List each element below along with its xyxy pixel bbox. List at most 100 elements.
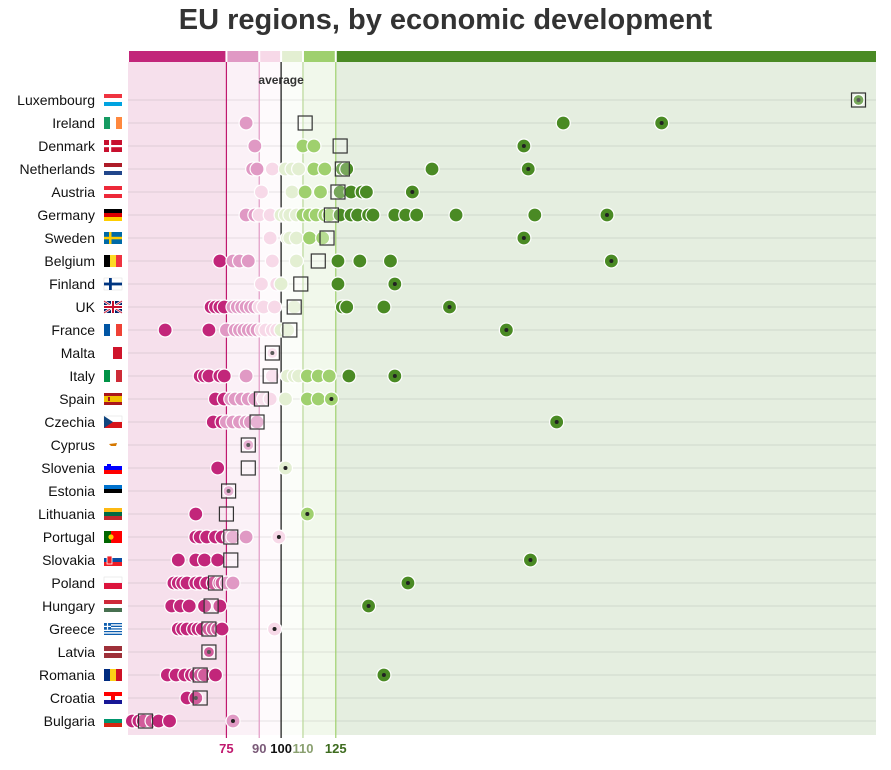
country-row-lithuania: Lithuania	[38, 506, 315, 522]
national-average-marker	[218, 506, 235, 522]
capital-marker	[272, 627, 277, 631]
country-label-estonia: Estonia	[48, 483, 95, 499]
national-average-marker	[240, 437, 256, 453]
x-tick-125: 125	[325, 741, 347, 756]
national-average-marker	[203, 598, 219, 614]
national-average-marker	[249, 414, 265, 430]
country-label-cyprus: Cyprus	[51, 437, 95, 453]
region-dot	[297, 184, 313, 200]
national-average-marker	[262, 368, 278, 384]
capital-marker	[381, 673, 386, 677]
poland-flag-icon	[103, 576, 123, 589]
national-average-marker	[137, 713, 154, 729]
national-average-marker	[319, 230, 335, 246]
finland-flag-icon	[103, 277, 123, 291]
lithuania-flag-icon	[104, 508, 122, 520]
national-average-marker	[286, 299, 302, 315]
slovenia-flag-icon	[104, 462, 122, 474]
greece-flag-icon	[104, 623, 122, 635]
national-average-marker	[192, 690, 208, 706]
country-row-hungary: Hungary	[42, 598, 377, 614]
region-dot	[212, 598, 228, 614]
country-label-uk: UK	[76, 299, 96, 315]
country-row-latvia: Latvia	[58, 644, 217, 660]
capital-marker	[659, 121, 664, 125]
capital-marker	[521, 144, 526, 148]
region-dot	[207, 667, 224, 683]
country-row-croatia: Croatia	[50, 690, 208, 706]
capital-marker	[305, 512, 310, 516]
country-row-denmark: Denmark	[38, 138, 532, 154]
region-dot	[210, 552, 226, 568]
capital-marker	[276, 535, 281, 539]
country-row-spain: Spain	[59, 391, 340, 407]
region-dot	[247, 138, 263, 154]
region-dot	[527, 207, 543, 223]
national-average-marker	[332, 138, 348, 154]
region-dot	[376, 299, 392, 315]
national-average-marker	[850, 92, 867, 108]
germany-flag-icon	[104, 209, 122, 221]
spain-flag-icon	[104, 393, 122, 405]
x-tick-100: 100	[270, 741, 292, 756]
region-dot	[212, 253, 228, 269]
region-dot	[262, 391, 278, 407]
region-dot	[330, 253, 346, 269]
national-average-marker	[293, 276, 309, 292]
country-label-italy: Italy	[69, 368, 95, 384]
region-dot	[277, 391, 294, 407]
latvia-flag-icon	[104, 646, 122, 658]
region-dot	[365, 207, 381, 223]
capital-marker	[366, 604, 371, 608]
national-average-marker	[207, 575, 224, 591]
country-label-luxembourg: Luxembourg	[17, 92, 95, 108]
band-bar-0	[128, 51, 227, 62]
country-row-ireland: Ireland	[52, 115, 670, 131]
band-legend	[127, 51, 876, 62]
country-label-germany: Germany	[37, 207, 95, 223]
region-dot	[253, 276, 270, 292]
country-row-portugal: Portugal	[43, 529, 287, 545]
capital-marker	[410, 190, 415, 194]
country-label-poland: Poland	[51, 575, 95, 591]
capital-marker	[392, 374, 397, 378]
band-bg-5	[335, 62, 876, 735]
x-tick-90: 90	[252, 741, 266, 756]
capital-marker	[230, 719, 235, 723]
capital-marker	[856, 98, 861, 102]
region-dot	[238, 368, 254, 384]
country-label-malta: Malta	[61, 345, 95, 361]
italy-flag-icon	[104, 370, 122, 382]
national-average-marker	[310, 253, 326, 269]
capital-marker	[392, 282, 397, 286]
national-average-marker	[192, 667, 208, 683]
region-dot	[306, 138, 322, 154]
country-label-finland: Finland	[49, 276, 95, 292]
country-row-belgium: Belgium	[44, 253, 619, 269]
national-average-marker	[330, 184, 346, 200]
country-label-romania: Romania	[39, 667, 95, 683]
x-tick-75: 75	[219, 741, 233, 756]
capital-marker	[526, 167, 531, 171]
region-dot	[409, 207, 425, 223]
region-dot	[288, 253, 305, 269]
region-dot	[382, 253, 399, 269]
region-dot	[238, 529, 254, 545]
luxembourg-flag-icon	[104, 94, 122, 106]
region-dot	[225, 575, 241, 591]
band-bar-2	[259, 51, 282, 62]
country-label-belgium: Belgium	[44, 253, 95, 269]
estonia-flag-icon	[104, 485, 122, 497]
region-dot	[238, 115, 254, 131]
national-average-marker	[201, 644, 217, 660]
region-dot	[264, 161, 280, 177]
country-label-netherlands: Netherlands	[20, 161, 96, 177]
national-average-marker	[240, 460, 256, 476]
country-label-denmark: Denmark	[38, 138, 96, 154]
national-average-marker	[323, 207, 340, 223]
region-dot	[312, 184, 329, 200]
croatia-flag-icon	[104, 692, 122, 704]
country-row-netherlands: Netherlands	[20, 161, 536, 177]
denmark-flag-icon	[104, 140, 122, 152]
